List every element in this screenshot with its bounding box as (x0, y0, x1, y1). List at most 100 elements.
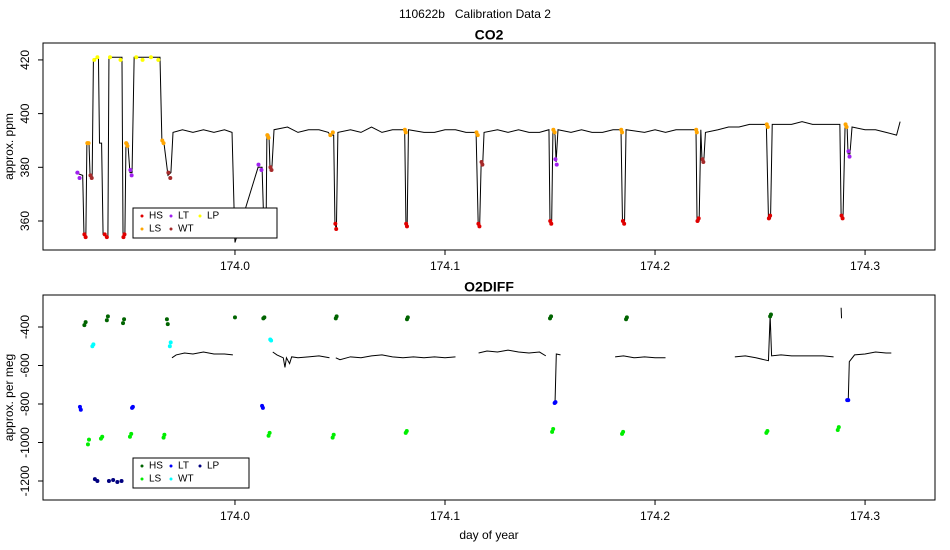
legend-label: LT (178, 461, 189, 472)
data-point (475, 133, 480, 138)
legend-marker (140, 477, 144, 481)
legend-label: LP (207, 461, 220, 472)
x-tick-label: 174.1 (430, 259, 460, 273)
data-point (844, 125, 849, 130)
data-point (95, 55, 100, 60)
data-point (106, 478, 111, 483)
data-point (128, 167, 133, 172)
panel-title: CO2 (475, 27, 504, 43)
data-point (694, 130, 699, 135)
y-tick-label: 380 (18, 157, 32, 177)
data-point (331, 432, 336, 437)
y-tick-label: -1000 (18, 427, 32, 458)
legend-marker (169, 477, 173, 481)
data-point (765, 428, 770, 433)
data-point (262, 315, 267, 320)
data-point (480, 162, 485, 167)
data-point (166, 170, 171, 175)
data-point (266, 135, 271, 140)
data-point (260, 405, 265, 410)
x-tick-label: 174.0 (220, 509, 250, 523)
data-point (77, 176, 82, 181)
data-point (334, 227, 339, 232)
legend-marker (140, 214, 144, 218)
data-point (100, 434, 105, 439)
y-tick-label: -400 (18, 315, 32, 339)
data-point (83, 320, 88, 325)
y-axis-label: approx. ppm (2, 113, 16, 180)
data-point (164, 317, 169, 322)
data-point (267, 430, 272, 435)
data-point (122, 232, 127, 237)
legend-marker (140, 464, 144, 468)
data-line (171, 307, 892, 403)
data-point (701, 159, 706, 164)
y-tick-label: -800 (18, 392, 32, 416)
data-point (89, 176, 94, 181)
x-tick-label: 174.3 (850, 509, 880, 523)
legend-marker (169, 464, 173, 468)
data-point (107, 55, 112, 60)
data-point (269, 338, 274, 343)
data-point (330, 130, 335, 135)
data-point (165, 322, 170, 327)
y-axis-label: approx. per meg (2, 354, 16, 441)
data-point (168, 340, 173, 345)
legend-label: LP (207, 211, 220, 222)
legend-marker (140, 227, 144, 231)
data-point (328, 133, 333, 138)
x-axis-label: day of year (459, 528, 518, 542)
data-point (551, 427, 556, 432)
legend-box (132, 457, 250, 489)
data-point (768, 213, 773, 218)
data-point (86, 141, 91, 146)
data-point (105, 314, 110, 319)
data-point (768, 312, 773, 317)
data-point (118, 57, 123, 62)
legend-marker (198, 214, 202, 218)
data-point (836, 425, 841, 430)
legend-marker (169, 227, 173, 231)
legend-label: LS (149, 224, 162, 235)
data-point (624, 315, 629, 320)
data-point (91, 342, 96, 347)
data-point (156, 57, 161, 62)
data-point (847, 154, 852, 159)
y-tick-label: -1200 (18, 465, 32, 496)
data-point (840, 216, 845, 221)
data-point (765, 125, 770, 130)
legend-label: WT (178, 224, 194, 235)
data-point (696, 216, 701, 221)
data-point (111, 478, 116, 483)
data-point (148, 55, 153, 60)
page-title: 110622b Calibration Data 2 (399, 7, 551, 21)
data-point (404, 428, 409, 433)
legend-marker (198, 464, 202, 468)
x-tick-label: 174.0 (220, 259, 250, 273)
data-point (122, 317, 127, 322)
data-point (477, 224, 482, 229)
data-point (85, 442, 90, 447)
data-line (75, 56, 901, 243)
data-point (549, 221, 554, 226)
x-tick-label: 174.1 (430, 509, 460, 523)
data-point (102, 232, 107, 237)
data-point (620, 130, 625, 135)
data-point (404, 224, 409, 229)
legend-label: HS (149, 461, 163, 472)
data-point (553, 400, 558, 405)
data-point (333, 221, 338, 226)
data-point (403, 130, 408, 135)
y-tick-label: -600 (18, 353, 32, 377)
data-point (134, 55, 139, 60)
legend-box (132, 207, 278, 239)
plot-frame (42, 294, 936, 501)
data-point (259, 167, 264, 172)
data-point (167, 344, 172, 349)
data-point (846, 149, 851, 154)
data-point (92, 57, 97, 62)
data-point (130, 404, 135, 409)
data-point (162, 432, 167, 437)
plot-frame (42, 42, 936, 251)
